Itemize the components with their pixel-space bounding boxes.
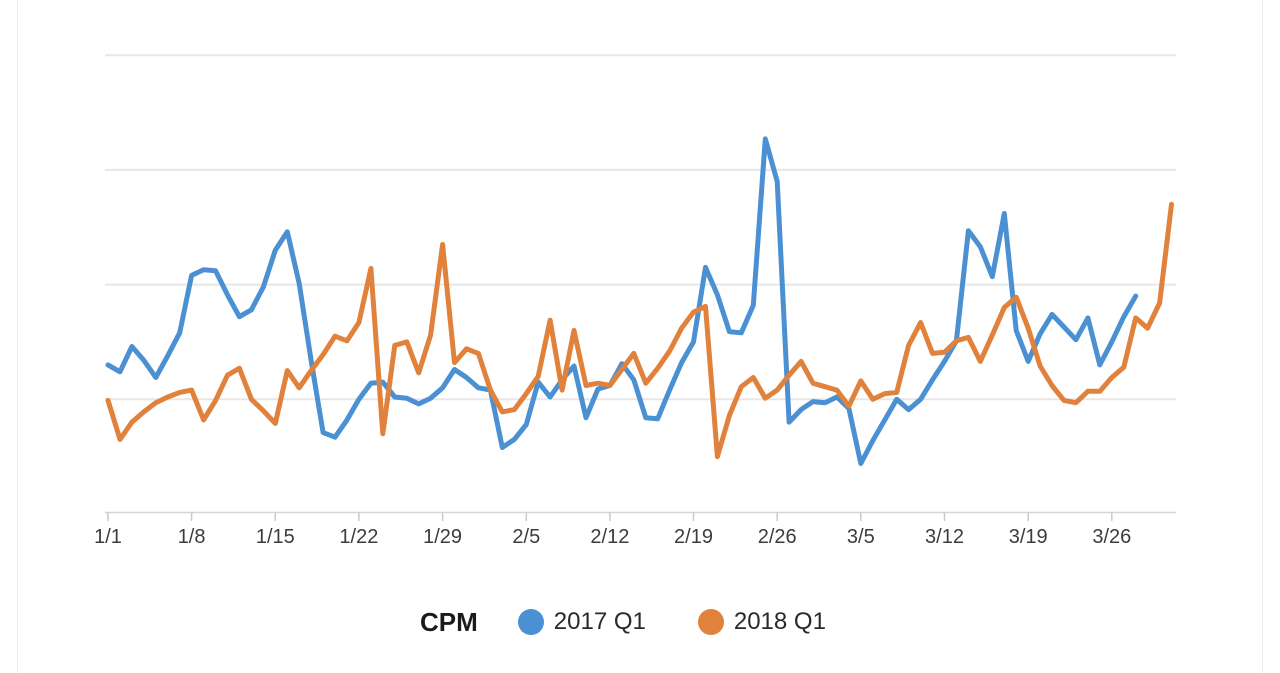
legend-swatch-2017-q1-icon (517, 609, 544, 635)
x-tick-label: 1/15 (256, 526, 295, 548)
series-line-2018-q1[interactable] (105, 201, 1174, 460)
x-tick-label: 3/5 (847, 526, 875, 548)
legend-swatch-2018-q1-icon (697, 609, 724, 635)
x-tick-label: 1/29 (423, 526, 462, 548)
x-tick-label: 1/1 (94, 526, 122, 548)
page-left-border (17, 0, 18, 673)
page-right-border (1262, 0, 1263, 673)
legend-label-2017-q1: 2017 Q1 (553, 608, 646, 635)
x-tick-label: 3/12 (925, 526, 964, 548)
x-tick-label: 3/19 (1009, 526, 1048, 548)
legend-label-2018-q1: 2018 Q1 (733, 608, 826, 635)
x-tick-label: 1/22 (339, 526, 378, 548)
x-tick-label: 2/5 (512, 526, 540, 548)
x-tick-label: 1/8 (178, 526, 206, 548)
legend-item-2017-q1[interactable]: 2017 Q1 (517, 608, 646, 636)
x-tick-label: 2/19 (674, 526, 713, 548)
chart-legend: CPM 2017 Q1 2018 Q1 (420, 604, 826, 640)
x-tick-label: 2/12 (590, 526, 629, 548)
legend-item-2018-q1[interactable]: 2018 Q1 (697, 608, 826, 636)
x-tick-label: 2/26 (758, 526, 797, 548)
series-line-2017-q1[interactable] (105, 136, 1139, 466)
x-tick-label: 3/26 (1092, 526, 1131, 548)
legend-title: CPM (420, 606, 478, 637)
